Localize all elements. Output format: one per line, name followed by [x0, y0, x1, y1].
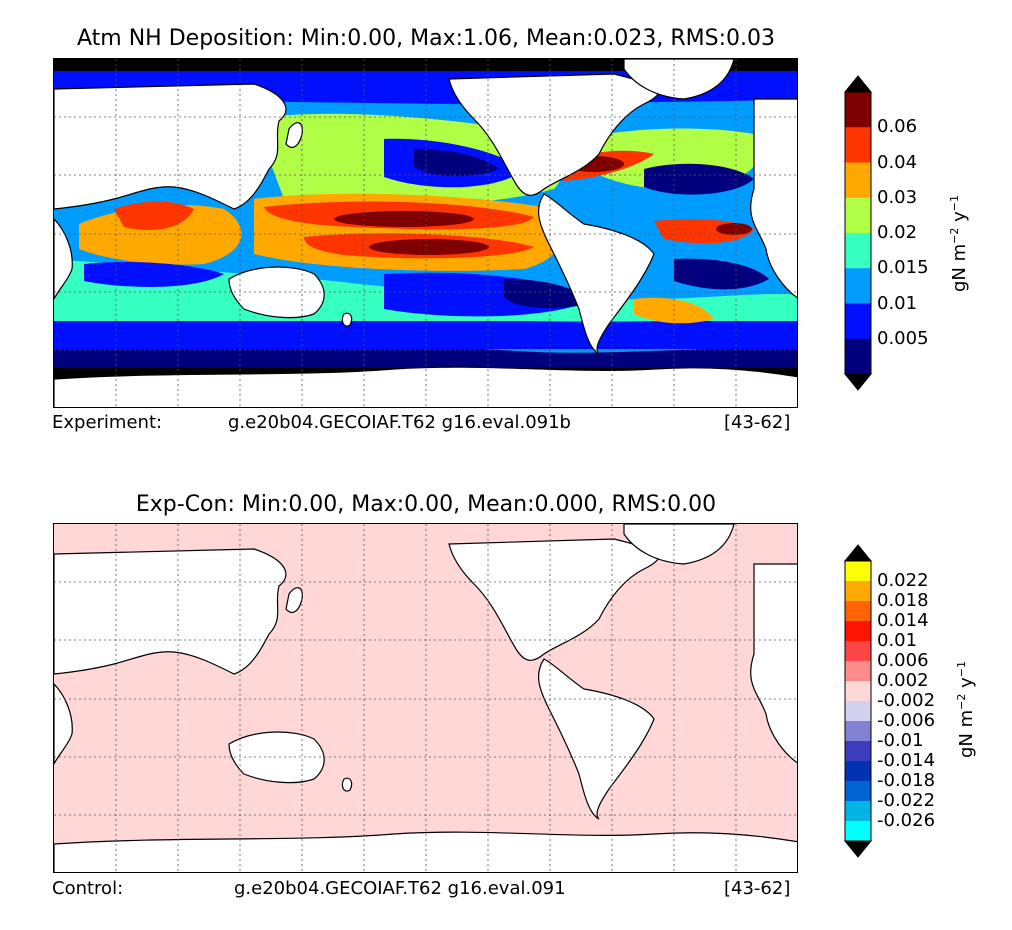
- indian-ocean-band: [79, 204, 242, 265]
- colorbar-segment-8: [845, 661, 871, 682]
- colorbar-segment-2: [845, 781, 871, 802]
- experiment-map: [53, 58, 798, 408]
- colorbar-tick-label: 0.022: [877, 570, 929, 591]
- colorbar-tick-label: 0.005: [877, 327, 929, 349]
- colorbar-tick-label: 0.02: [877, 222, 918, 243]
- colorbar-tick-label: 0.015: [877, 257, 929, 279]
- colorbar-tick-label: -0.018: [877, 770, 936, 791]
- colorbar-tick-label: -0.014: [877, 750, 936, 771]
- indian-ocean-low: [84, 262, 224, 287]
- colorbar-tick-label: 0.06: [877, 116, 918, 138]
- colorbar-tick-label: -0.022: [877, 790, 936, 811]
- colorbar-tick-label: 0.002: [877, 670, 929, 691]
- colorbar-segment-1: [845, 303, 871, 340]
- north-atlantic-low: [644, 163, 754, 195]
- colorbar-extend-min: [843, 373, 873, 391]
- colorbar-segment-9: [845, 641, 871, 662]
- colorbar-tick-label: -0.026: [877, 810, 936, 831]
- colorbar-segment-6: [845, 127, 871, 163]
- colorbar-extend-max: [843, 544, 873, 562]
- colorbar-segment-4: [845, 197, 871, 234]
- graticule: [54, 59, 797, 407]
- colorbar-segment-3: [845, 233, 871, 269]
- panel-1-footer-years: [43-62]: [724, 412, 791, 433]
- panel-1-footer-label: Experiment:: [52, 412, 163, 433]
- south-pacific-core: [504, 279, 589, 309]
- colorbar-tick-label: 0.01: [877, 292, 918, 314]
- panel-2-colorbar-unit: gN m−2 y−1: [955, 661, 977, 758]
- colorbar-segment-4: [845, 741, 871, 762]
- panel-1-colorbar-unit: gN m−2 y−1: [948, 195, 970, 292]
- colorbar-segment-7: [845, 92, 871, 128]
- north-pacific-core: [414, 149, 499, 177]
- colorbar-segment-0: [845, 821, 871, 842]
- colorbar-segment-5: [845, 162, 871, 199]
- difference-map: [53, 523, 798, 873]
- graticule: [54, 524, 797, 872]
- colorbar-segment-7: [845, 681, 871, 702]
- colorbar-segment-6: [845, 701, 871, 722]
- colorbar-segment-12: [845, 581, 871, 602]
- indian-ocean-high: [114, 201, 194, 230]
- colorbar-extend-max: [843, 75, 873, 93]
- colorbar-tick-label: 0.014: [877, 610, 929, 631]
- panel-2-footer-label: Control:: [52, 878, 124, 899]
- south-atlantic-low: [674, 258, 769, 290]
- colorbar-segment-13: [845, 561, 871, 582]
- panel-2-colorbar: [843, 544, 873, 858]
- colorbar-tick-label: -0.006: [877, 710, 936, 731]
- colorbar-tick-label: 0.006: [877, 650, 929, 671]
- tropical-atlantic-peak: [716, 223, 752, 235]
- land: [54, 524, 797, 872]
- panel-2-title: Exp-Con: Min:0.00, Max:0.00, Mean:0.000,…: [135, 492, 717, 517]
- colorbar-segment-3: [845, 761, 871, 782]
- colorbar-segment-0: [845, 338, 871, 375]
- panel-1-footer-case: g.e20b04.GECOIAF.T62 g16.eval.091b: [228, 412, 571, 433]
- panel-2-footer-years: [43-62]: [724, 878, 791, 899]
- colorbar-segment-1: [845, 801, 871, 822]
- land: [54, 59, 797, 407]
- colorbar-tick-label: -0.01: [877, 730, 924, 751]
- colorbar-tick-label: 0.03: [877, 186, 918, 208]
- colorbar-tick-label: 0.01: [877, 630, 918, 651]
- colorbar-segment-11: [845, 601, 871, 622]
- equatorial-peak-1: [334, 211, 474, 227]
- colorbar-extend-min: [843, 840, 873, 858]
- panel-1-colorbar: [843, 75, 873, 391]
- colorbar-tick-label: -0.002: [877, 690, 936, 711]
- colorbar-segment-2: [845, 268, 871, 304]
- panel-1-title: Atm NH Deposition: Min:0.00, Max:1.06, M…: [77, 26, 775, 51]
- panel-2-footer-case: g.e20b04.GECOIAF.T62 g16.eval.091: [234, 878, 566, 899]
- colorbar-segment-5: [845, 721, 871, 742]
- equatorial-peak-2: [369, 239, 489, 255]
- colorbar-tick-label: 0.018: [877, 590, 929, 611]
- colorbar-tick-label: 0.04: [877, 151, 918, 173]
- colorbar-segment-10: [845, 621, 871, 642]
